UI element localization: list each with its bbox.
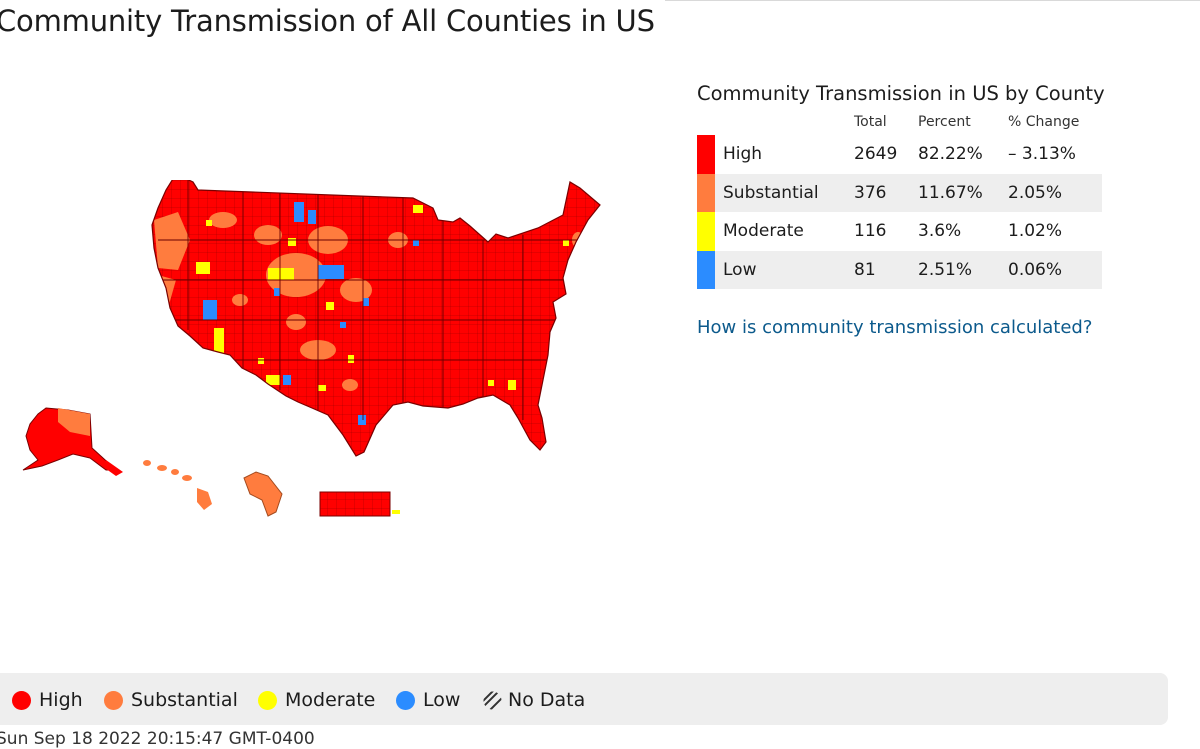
summary-rows: High 2649 82.22% – 3.13% Substantial 376 11.67… (697, 135, 1102, 289)
substantial-swatch (697, 173, 715, 212)
legend-moderate-label: Moderate (285, 689, 376, 711)
row-total: 81 (854, 259, 876, 280)
row-label: Substantial (723, 182, 819, 203)
summary-row-moderate: Moderate 116 3.6% 1.02% (697, 212, 1102, 251)
row-percent: 3.6% (918, 221, 962, 241)
no-data-hatch-icon (483, 691, 502, 709)
row-change: 1.02% (1008, 221, 1063, 241)
hawaii (143, 460, 212, 510)
contiguous-us (151, 180, 601, 457)
legend-low[interactable]: Low (396, 689, 460, 711)
top-divider (665, 0, 1200, 1)
legend-substantial[interactable]: Substantial (104, 689, 238, 711)
summary-column-headers: Total Percent % Change (697, 111, 1102, 135)
moderate-dot-icon (258, 690, 277, 710)
column-change: % Change (1008, 114, 1080, 130)
puerto-rico (319, 491, 400, 517)
timestamp: Sun Sep 18 2022 20:15:47 GMT-0400 (0, 729, 315, 749)
low-dot-icon (396, 690, 415, 710)
legend-low-label: Low (423, 689, 461, 711)
page-title: Community Transmission of All Counties i… (0, 4, 655, 38)
row-total: 116 (854, 221, 887, 241)
legend-high-label: High (39, 689, 83, 711)
legend-high[interactable]: High (12, 689, 83, 711)
guam (243, 471, 283, 517)
row-label: High (723, 144, 763, 164)
summary-row-low: Low 81 2.51% 0.06% (697, 250, 1102, 289)
legend-no-data-label: No Data (508, 689, 586, 711)
map-legend: High Substantial Moderate Low No Data (0, 673, 1168, 725)
row-change: – 3.13% (1008, 144, 1076, 164)
legend-substantial-label: Substantial (131, 689, 238, 711)
row-total: 2649 (854, 144, 898, 164)
row-percent: 11.67% (918, 182, 983, 203)
column-percent: Percent (918, 114, 971, 130)
column-total: Total (854, 114, 887, 130)
row-label: Moderate (723, 221, 804, 241)
map-svg (22, 180, 601, 517)
summary-row-high: High 2649 82.22% – 3.13% (697, 135, 1102, 174)
calculation-help-link[interactable]: How is community transmission calculated… (697, 317, 1093, 338)
summary-row-substantial: Substantial 376 11.67% 2.05% (697, 173, 1102, 212)
low-swatch (697, 250, 715, 289)
summary-title: Community Transmission in US by County (697, 82, 1105, 105)
legend-no-data[interactable]: No Data (483, 689, 585, 711)
high-swatch (697, 135, 715, 174)
alaska (22, 407, 123, 476)
row-percent: 2.51% (918, 259, 973, 280)
moderate-swatch (697, 212, 715, 251)
transmission-summary: Community Transmission in US by County T… (697, 82, 1105, 289)
high-dot-icon (12, 690, 31, 710)
row-change: 0.06% (1008, 259, 1063, 280)
row-label: Low (723, 259, 757, 280)
us-county-map[interactable] (18, 180, 618, 525)
substantial-dot-icon (104, 690, 123, 710)
legend-moderate[interactable]: Moderate (258, 689, 375, 711)
row-total: 376 (854, 182, 887, 203)
row-change: 2.05% (1008, 182, 1063, 203)
row-percent: 82.22% (918, 144, 983, 164)
